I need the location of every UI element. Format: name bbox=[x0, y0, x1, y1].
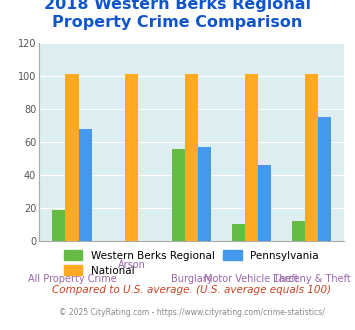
Text: Larceny & Theft: Larceny & Theft bbox=[273, 274, 350, 284]
Bar bbox=[232, 224, 245, 241]
Text: Arson: Arson bbox=[118, 260, 146, 270]
Text: Motor Vehicle Theft: Motor Vehicle Theft bbox=[204, 274, 299, 284]
Text: Compared to U.S. average. (U.S. average equals 100): Compared to U.S. average. (U.S. average … bbox=[52, 285, 331, 295]
Text: Burglary: Burglary bbox=[171, 274, 212, 284]
Bar bbox=[245, 74, 258, 241]
Text: © 2025 CityRating.com - https://www.cityrating.com/crime-statistics/: © 2025 CityRating.com - https://www.city… bbox=[59, 308, 324, 317]
Bar bbox=[78, 129, 92, 241]
Text: All Property Crime: All Property Crime bbox=[28, 274, 116, 284]
Bar bbox=[125, 74, 138, 241]
Bar bbox=[198, 147, 212, 241]
Bar bbox=[258, 165, 271, 241]
Text: 2018 Western Berks Regional
Property Crime Comparison: 2018 Western Berks Regional Property Cri… bbox=[44, 0, 311, 30]
Legend: Western Berks Regional, National, Pennsylvania: Western Berks Regional, National, Pennsy… bbox=[60, 246, 323, 280]
Bar bbox=[52, 210, 65, 241]
Bar bbox=[292, 221, 305, 241]
Bar bbox=[318, 117, 331, 241]
Bar bbox=[172, 148, 185, 241]
Bar bbox=[185, 74, 198, 241]
Bar bbox=[305, 74, 318, 241]
Bar bbox=[65, 74, 78, 241]
